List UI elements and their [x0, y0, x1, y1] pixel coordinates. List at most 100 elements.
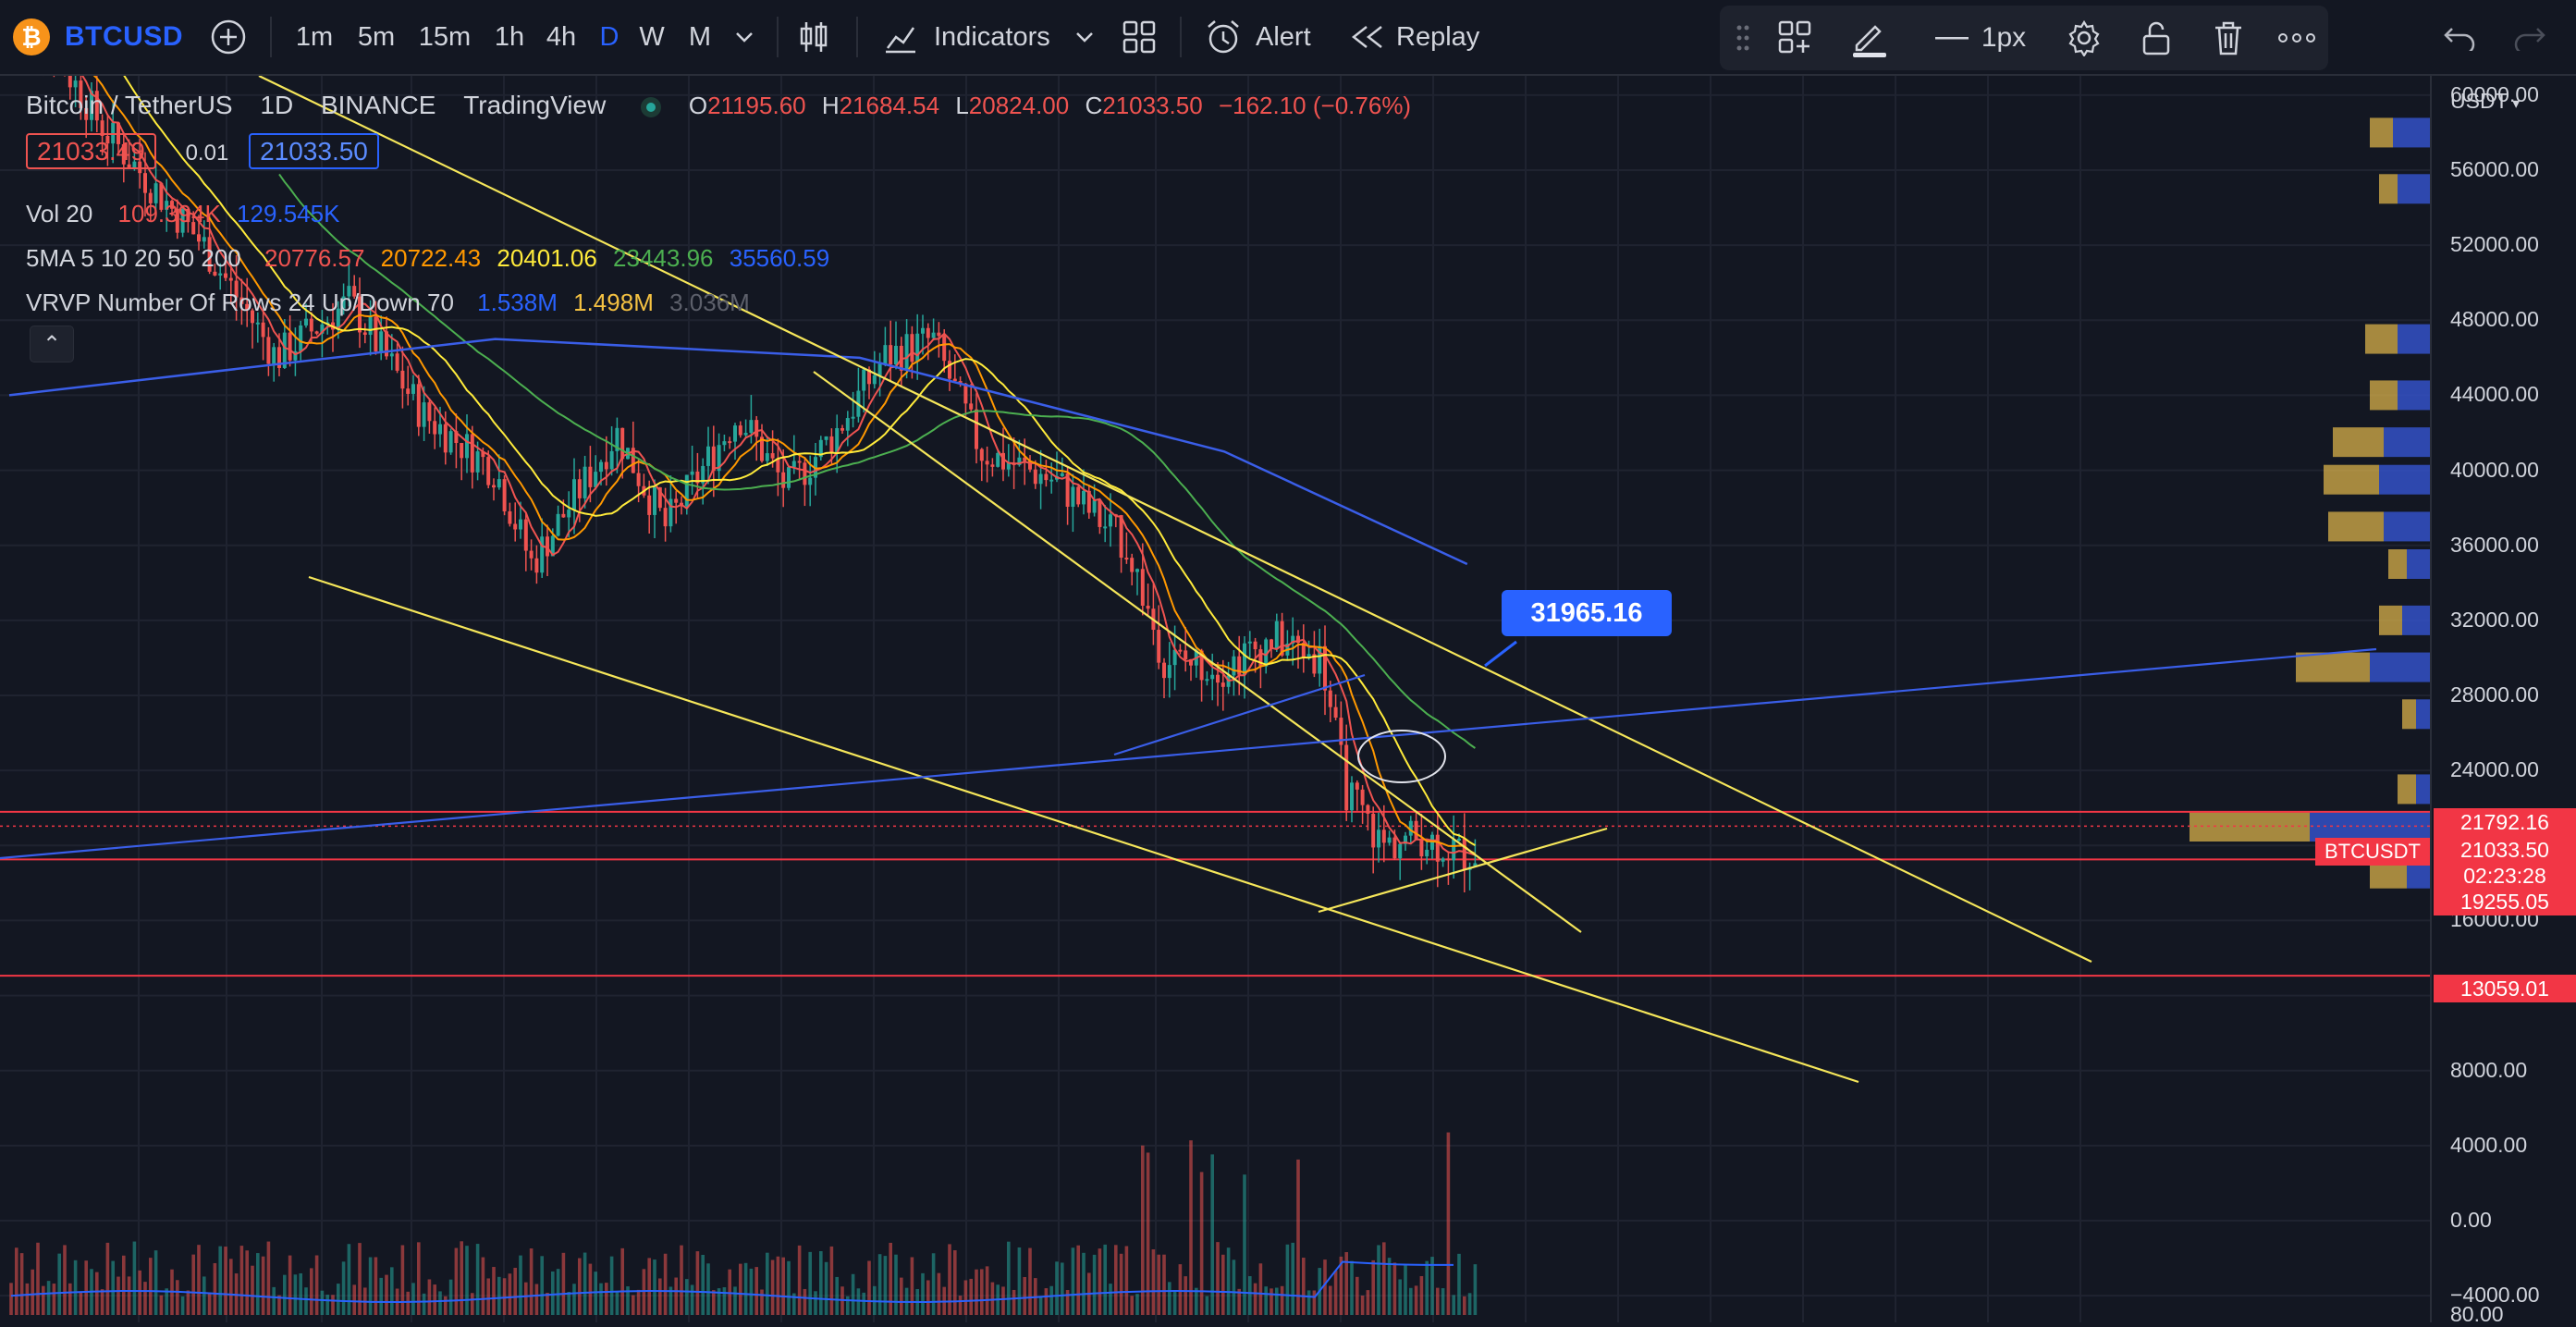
candle-body [760, 436, 764, 461]
candle-body [1119, 515, 1123, 559]
candle-body [475, 451, 480, 473]
price-chart[interactable] [0, 76, 2430, 1322]
add-symbol-button[interactable] [205, 0, 251, 74]
volume-bar [1430, 1257, 1434, 1315]
chart-type-button[interactable] [795, 0, 832, 74]
volume-bar [980, 1269, 984, 1315]
candle-body [395, 353, 399, 371]
candle-body [1135, 569, 1139, 572]
volume-bar [314, 1255, 319, 1315]
volume-legend: Vol 20 109.394K 129.545K [26, 200, 349, 228]
price-tick-label: 44000.00 [2450, 382, 2539, 407]
interval-1h[interactable]: 1h [494, 21, 525, 52]
more-button[interactable] [2271, 6, 2323, 70]
candle-body [1023, 457, 1027, 461]
price-axis[interactable]: USDT ▾ 60000.00 56000.00 52000.00 48000.00 4… [2430, 76, 2576, 1326]
candle-body [791, 461, 796, 468]
candle-body [717, 445, 721, 472]
volume-bar [513, 1268, 517, 1315]
sell-button[interactable]: 21033.49 [26, 133, 156, 169]
trade-buttons: 21033.49 0.01 21033.50 [26, 133, 388, 169]
undo-button[interactable] [2437, 0, 2482, 74]
intervals-dropdown-button[interactable] [729, 0, 760, 74]
interval-5m[interactable]: 5m [357, 21, 396, 52]
volume-bar [433, 1284, 436, 1315]
layouts-button[interactable] [1119, 0, 1159, 74]
symbol-selector[interactable]: ₿ BTCUSD [13, 15, 183, 59]
indicators-dropdown-button[interactable] [1069, 0, 1100, 74]
interval-15m[interactable]: 15m [418, 21, 472, 52]
candle-body [132, 161, 137, 169]
collapse-legend-button[interactable]: ⌃ [30, 326, 74, 362]
candle-body [266, 337, 271, 364]
volume-bar [1103, 1244, 1107, 1315]
currency-selector[interactable]: USDT ▾ [2450, 89, 2521, 113]
add-template-button[interactable] [1768, 6, 1823, 70]
settings-button[interactable] [2056, 6, 2112, 70]
ohlc-high-label: H [821, 92, 840, 119]
volume-bar [1141, 1145, 1145, 1315]
candle-body [105, 135, 110, 144]
volume-bar [149, 1258, 153, 1315]
alert-button[interactable]: Alert [1204, 0, 1320, 74]
volume-bar [1404, 1264, 1407, 1315]
lock-button[interactable] [2128, 6, 2184, 70]
price-callout[interactable]: 31965.16 [1502, 590, 1672, 636]
volume-bar [486, 1278, 490, 1315]
candle-body [1441, 858, 1445, 862]
volume-bar [1124, 1246, 1129, 1315]
long-blue-line [0, 647, 2377, 860]
drawbar-drag-handle[interactable] [1729, 6, 1757, 70]
candle-body [202, 237, 206, 242]
vp-bar-down [2370, 380, 2398, 411]
candle-body [406, 388, 411, 394]
candle-body [1414, 820, 1418, 840]
volume-bar [963, 1280, 968, 1315]
volume-bar [776, 1256, 780, 1315]
volume-bar [653, 1259, 656, 1315]
candle-body [481, 451, 485, 458]
symbol-price-tag: BTCUSDT [2315, 838, 2430, 866]
volume-bar [1296, 1159, 1300, 1315]
candle-body [293, 350, 298, 361]
candle-body [556, 513, 560, 536]
candle-body [1210, 674, 1215, 680]
volume-bar [352, 1284, 356, 1315]
volume-bar [385, 1274, 388, 1315]
candle-body [197, 234, 201, 242]
line-color-button[interactable] [1842, 6, 1897, 70]
candle-body [1264, 639, 1269, 667]
interval-d[interactable]: D [599, 21, 619, 52]
redo-button[interactable] [2508, 0, 2552, 74]
volume-bar [63, 1245, 67, 1315]
interval-1m[interactable]: 1m [295, 21, 334, 52]
candle-body [990, 464, 995, 467]
candle-body [840, 427, 844, 431]
candle-body [523, 519, 528, 551]
volume-bar [1312, 1290, 1317, 1315]
volume-bar [180, 1296, 185, 1315]
candle-body [1323, 645, 1327, 691]
candle-body [1060, 473, 1064, 476]
countdown-tag: 02:23:28 [2434, 862, 2576, 890]
candle-body [465, 434, 469, 459]
candle-body [743, 433, 748, 436]
buy-button[interactable]: 21033.50 [249, 133, 379, 169]
volume-bar [448, 1279, 453, 1315]
candle-body [67, 76, 72, 88]
indicators-button[interactable]: Indicators [882, 0, 1095, 74]
delete-button[interactable] [2201, 6, 2256, 70]
price-tick-label: 80.00 [2450, 1302, 2504, 1326]
candle-body [636, 473, 641, 486]
interval-m[interactable]: M [688, 21, 712, 52]
line-width-button[interactable]: 1px [1921, 6, 2040, 70]
candle-body [1333, 707, 1338, 719]
trendline-drawings [0, 76, 2377, 1084]
volume-bar [1007, 1241, 1011, 1315]
interval-4h[interactable]: 4h [546, 21, 577, 52]
candle-body [754, 420, 759, 437]
chart-pane[interactable]: Bitcoin / TetherUS 1D BINANCE TradingVie… [0, 76, 2430, 1322]
replay-button[interactable]: Replay [1350, 0, 1485, 74]
interval-w[interactable]: W [639, 21, 665, 52]
volume-bar [680, 1245, 683, 1315]
